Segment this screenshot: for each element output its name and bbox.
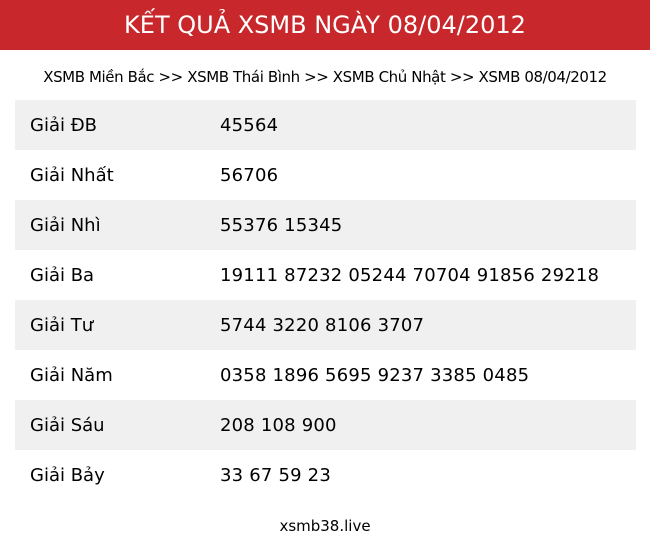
prize-label: Giải ĐB — [30, 114, 97, 136]
breadcrumb-separator: >> — [158, 68, 184, 86]
prize-numbers: 45564 — [220, 114, 279, 136]
breadcrumb: XSMB Miền Bắc >> XSMB Thái Bình >> XSMB … — [0, 50, 650, 100]
table-row: Giải Tư 5744 3220 8106 3707 — [15, 300, 636, 350]
prize-numbers: 0358 1896 5695 9237 3385 0485 — [220, 364, 530, 386]
breadcrumb-mien-bac[interactable]: XSMB Miền Bắc — [43, 68, 155, 86]
table-row: Giải Ba 19111 87232 05244 70704 91856 292… — [15, 250, 636, 300]
breadcrumb-separator: >> — [449, 68, 475, 86]
prize-numbers: 55376 15345 — [220, 214, 343, 236]
breadcrumb-separator: >> — [304, 68, 329, 86]
prize-numbers: 56706 — [220, 164, 279, 186]
results-table: Giải ĐB 45564 Giải Nhất 56706 Giải Nhì 5537… — [15, 100, 636, 500]
prize-numbers: 5744 3220 8106 3707 — [220, 314, 425, 336]
prize-label: Giải Sáu — [30, 414, 105, 436]
table-row: Giải Nhất 56706 — [15, 150, 636, 200]
table-row: Giải Bảy 33 67 59 23 — [15, 450, 636, 500]
prize-label: Giải Năm — [30, 364, 113, 386]
prize-numbers: 33 67 59 23 — [220, 464, 331, 486]
prize-label: Giải Nhì — [30, 214, 101, 236]
prize-numbers: 208 108 900 — [220, 414, 337, 436]
prize-label: Giải Tư — [30, 314, 94, 336]
table-row: Giải ĐB 45564 — [15, 100, 636, 150]
prize-numbers: 19111 87232 05244 70704 91856 29218 — [220, 264, 600, 286]
table-row: Giải Nhì 55376 15345 — [15, 200, 636, 250]
footer-site: xsmb38.live — [279, 517, 371, 535]
table-row: Giải Năm 0358 1896 5695 9237 3385 0485 — [15, 350, 636, 400]
page-header: KẾT QUẢ XSMB NGÀY 08/04/2012 — [0, 0, 650, 50]
prize-label: Giải Nhất — [30, 164, 114, 186]
prize-label: Giải Ba — [30, 264, 95, 286]
breadcrumb-thai-binh[interactable]: XSMB Thái Bình — [187, 68, 300, 86]
page-title: KẾT QUẢ XSMB NGÀY 08/04/2012 — [124, 11, 526, 39]
table-row: Giải Sáu 208 108 900 — [15, 400, 636, 450]
breadcrumb-date[interactable]: XSMB 08/04/2012 — [478, 68, 608, 86]
breadcrumb-chu-nhat[interactable]: XSMB Chủ Nhật — [332, 68, 446, 86]
prize-label: Giải Bảy — [30, 464, 105, 486]
